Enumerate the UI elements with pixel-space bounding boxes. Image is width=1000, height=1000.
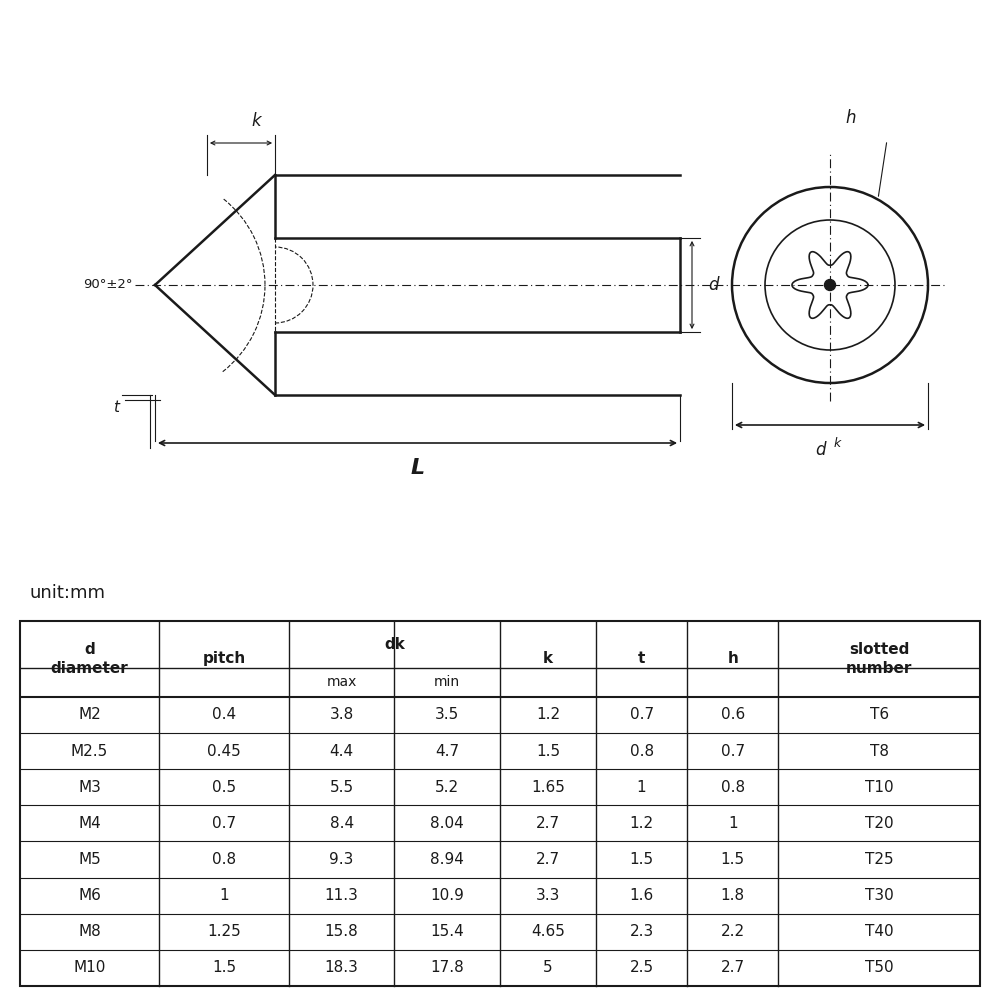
Text: dk: dk bbox=[384, 637, 405, 652]
Text: d
diameter: d diameter bbox=[51, 642, 128, 676]
Text: 1: 1 bbox=[728, 816, 738, 831]
Text: 3.3: 3.3 bbox=[536, 888, 560, 903]
Text: M2.5: M2.5 bbox=[71, 744, 108, 759]
Text: 1.6: 1.6 bbox=[629, 888, 654, 903]
Text: k: k bbox=[251, 112, 261, 130]
Text: T40: T40 bbox=[865, 924, 894, 939]
Text: 4.7: 4.7 bbox=[435, 744, 459, 759]
Text: M6: M6 bbox=[78, 888, 101, 903]
Text: 8.04: 8.04 bbox=[430, 816, 464, 831]
Text: T25: T25 bbox=[865, 852, 894, 867]
Text: 4.65: 4.65 bbox=[531, 924, 565, 939]
Text: 9.3: 9.3 bbox=[329, 852, 354, 867]
Circle shape bbox=[825, 279, 836, 290]
Text: M5: M5 bbox=[78, 852, 101, 867]
Text: 1.5: 1.5 bbox=[536, 744, 560, 759]
Text: 2.7: 2.7 bbox=[721, 960, 745, 975]
Bar bbox=[20, 621, 980, 986]
Text: 2.3: 2.3 bbox=[629, 924, 654, 939]
Text: 0.7: 0.7 bbox=[212, 816, 236, 831]
Text: 1: 1 bbox=[637, 780, 646, 795]
Text: 1.5: 1.5 bbox=[630, 852, 654, 867]
Text: T8: T8 bbox=[870, 744, 889, 759]
Text: 3.5: 3.5 bbox=[435, 707, 459, 722]
Text: 2.7: 2.7 bbox=[536, 852, 560, 867]
Text: 1.5: 1.5 bbox=[212, 960, 236, 975]
Text: 0.4: 0.4 bbox=[212, 707, 236, 722]
Text: 90°±2°: 90°±2° bbox=[84, 278, 133, 292]
Text: 0.5: 0.5 bbox=[212, 780, 236, 795]
Text: 8.4: 8.4 bbox=[330, 816, 354, 831]
Text: k: k bbox=[543, 651, 553, 666]
Text: T6: T6 bbox=[870, 707, 889, 722]
Text: 1.2: 1.2 bbox=[630, 816, 654, 831]
Text: L: L bbox=[410, 458, 425, 478]
Text: h: h bbox=[845, 109, 856, 127]
Text: min: min bbox=[434, 676, 460, 690]
Text: 1.25: 1.25 bbox=[207, 924, 241, 939]
Text: 2.7: 2.7 bbox=[536, 816, 560, 831]
Text: M10: M10 bbox=[73, 960, 106, 975]
Text: T50: T50 bbox=[865, 960, 894, 975]
Text: 0.45: 0.45 bbox=[207, 744, 241, 759]
Text: M4: M4 bbox=[78, 816, 101, 831]
Text: 17.8: 17.8 bbox=[430, 960, 464, 975]
Text: unit:mm: unit:mm bbox=[30, 584, 106, 602]
Text: T20: T20 bbox=[865, 816, 894, 831]
Text: M3: M3 bbox=[78, 780, 101, 795]
Text: 5: 5 bbox=[543, 960, 553, 975]
Text: M2: M2 bbox=[78, 707, 101, 722]
Text: T10: T10 bbox=[865, 780, 894, 795]
Text: 1: 1 bbox=[219, 888, 229, 903]
Text: 5.5: 5.5 bbox=[330, 780, 354, 795]
Text: 3.8: 3.8 bbox=[329, 707, 354, 722]
Text: T30: T30 bbox=[865, 888, 894, 903]
Text: 1.5: 1.5 bbox=[721, 852, 745, 867]
Text: max: max bbox=[326, 676, 357, 690]
Text: h: h bbox=[727, 651, 738, 666]
Text: slotted
number: slotted number bbox=[846, 642, 912, 676]
Text: 18.3: 18.3 bbox=[325, 960, 359, 975]
Text: 10.9: 10.9 bbox=[430, 888, 464, 903]
Text: k: k bbox=[834, 437, 841, 450]
Text: 1.8: 1.8 bbox=[721, 888, 745, 903]
Text: M8: M8 bbox=[78, 924, 101, 939]
Text: 5.2: 5.2 bbox=[435, 780, 459, 795]
Text: 0.8: 0.8 bbox=[721, 780, 745, 795]
Text: 1.2: 1.2 bbox=[536, 707, 560, 722]
Text: 0.7: 0.7 bbox=[721, 744, 745, 759]
Text: 15.4: 15.4 bbox=[430, 924, 464, 939]
Text: 1.65: 1.65 bbox=[531, 780, 565, 795]
Text: 2.5: 2.5 bbox=[630, 960, 654, 975]
Text: d: d bbox=[816, 441, 826, 459]
Text: 0.8: 0.8 bbox=[630, 744, 654, 759]
Text: 0.8: 0.8 bbox=[212, 852, 236, 867]
Text: d: d bbox=[708, 276, 718, 294]
Text: t: t bbox=[113, 400, 119, 415]
Text: 0.7: 0.7 bbox=[630, 707, 654, 722]
Text: t: t bbox=[638, 651, 645, 666]
Text: 11.3: 11.3 bbox=[325, 888, 359, 903]
Text: 4.4: 4.4 bbox=[330, 744, 354, 759]
Text: 8.94: 8.94 bbox=[430, 852, 464, 867]
Text: 2.2: 2.2 bbox=[721, 924, 745, 939]
Text: 0.6: 0.6 bbox=[721, 707, 745, 722]
Text: pitch: pitch bbox=[202, 651, 246, 666]
Text: 15.8: 15.8 bbox=[325, 924, 358, 939]
